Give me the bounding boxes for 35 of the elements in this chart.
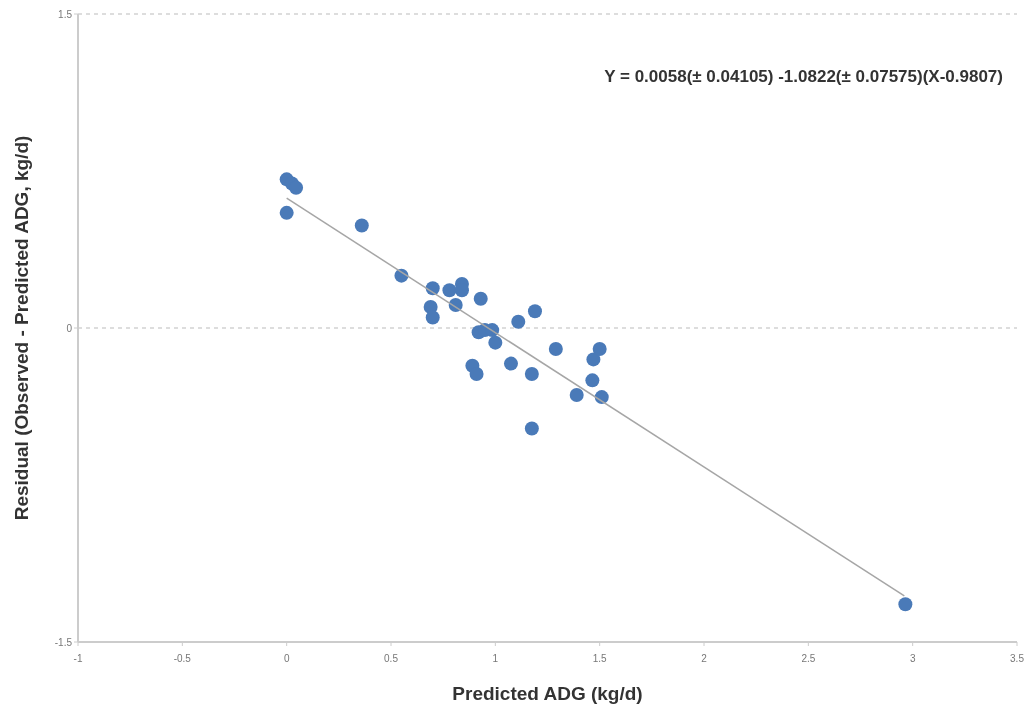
x-tick-label: -1 bbox=[73, 653, 83, 664]
point bbox=[524, 421, 539, 436]
y-tick-label: 0 bbox=[66, 322, 73, 334]
point bbox=[279, 205, 294, 220]
x-tick-label: 3.5 bbox=[1010, 653, 1025, 664]
point bbox=[585, 373, 600, 388]
x-tick-label: -0.5 bbox=[173, 653, 192, 664]
x-tick-label: 0.5 bbox=[384, 653, 399, 664]
x-tick-label: 2 bbox=[701, 653, 708, 664]
point bbox=[442, 283, 457, 298]
point bbox=[524, 367, 539, 382]
point bbox=[354, 218, 369, 233]
x-tick-label: 3 bbox=[909, 653, 916, 664]
point bbox=[511, 314, 526, 329]
y-tick-label: 1.5 bbox=[58, 8, 73, 20]
point bbox=[503, 356, 518, 371]
point bbox=[569, 387, 584, 402]
annotation: Y = 0.0058(± 0.04105) -1.0822(± 0.07575)(X-0.9807) bbox=[604, 67, 1003, 86]
x-tick-label: 2.5 bbox=[801, 653, 816, 664]
point bbox=[473, 291, 488, 306]
point bbox=[592, 341, 607, 356]
point bbox=[488, 335, 503, 350]
point bbox=[586, 352, 601, 367]
point bbox=[898, 597, 913, 612]
point bbox=[548, 341, 563, 356]
x-axis-title: Predicted ADG (kg/d) bbox=[452, 683, 643, 704]
y-axis-title: Residual (Observed - Predicted ADG, kg/d) bbox=[11, 135, 32, 521]
y-tick-label: -1.5 bbox=[54, 636, 73, 648]
point bbox=[425, 310, 440, 325]
point bbox=[469, 367, 484, 382]
x-tick-label: 1.5 bbox=[592, 653, 608, 664]
x-tick-label: 1 bbox=[492, 653, 499, 664]
point bbox=[527, 304, 542, 319]
point bbox=[289, 180, 304, 195]
x-tick-label: 0 bbox=[283, 653, 290, 664]
